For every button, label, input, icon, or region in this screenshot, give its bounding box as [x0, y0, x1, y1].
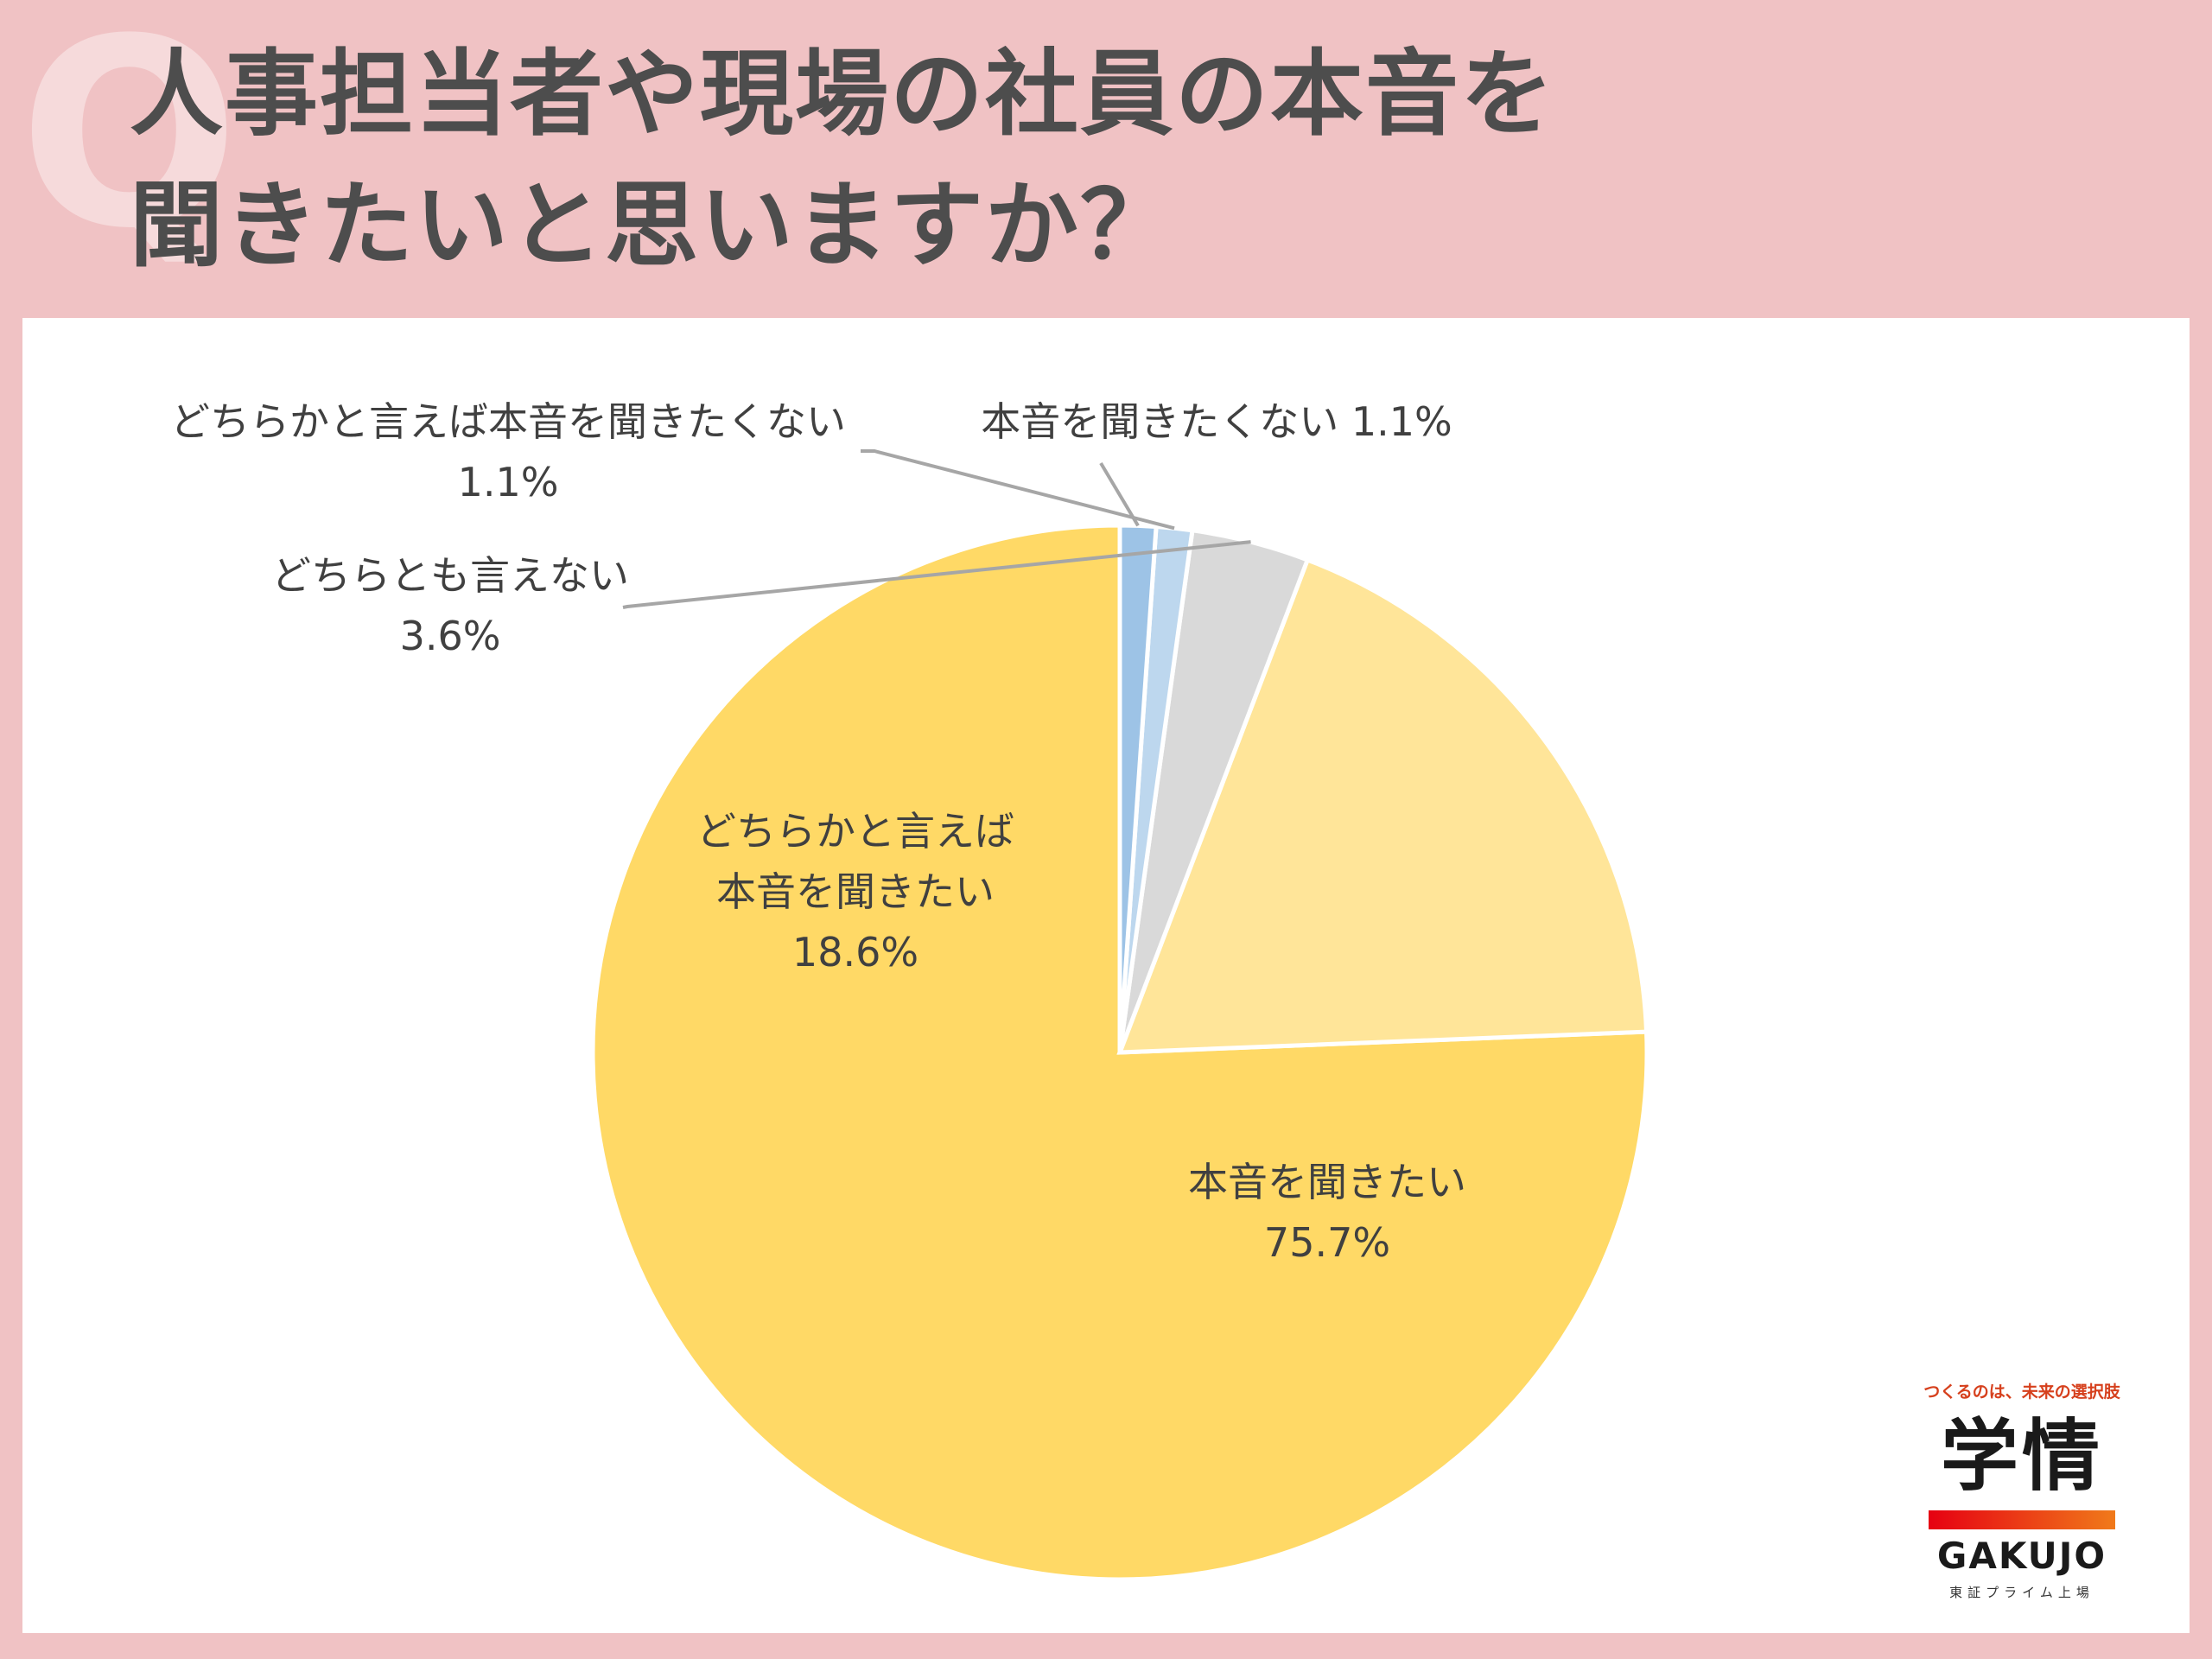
gakujo-logo: つくるのは、未来の選択肢 学情 GAKUJO 東証プライム上場	[1916, 1379, 2127, 1614]
label-s4-line1: 本音を聞きたくない 1.1%	[981, 398, 1452, 445]
label-s0-line1: 本音を聞きたい	[1188, 1159, 1466, 1205]
leader-line-2	[622, 540, 1251, 609]
label-s3-line1: どちらかと言えば本音を聞きたくない	[170, 398, 846, 445]
leader-lines	[622, 449, 1251, 609]
leader-line-3	[861, 449, 1175, 531]
decor-q-letter: Q	[19, 0, 240, 285]
pie-slice-1	[1116, 556, 1649, 1055]
label-s0-line2: 75.7%	[1264, 1219, 1390, 1266]
page-title-line2: 聞きたいと思いますか？	[130, 172, 1176, 280]
pie-slices	[590, 523, 1649, 1582]
slice-labels: 本音を聞きたい 75.7% どちらかと言えば 本音を聞きたい 18.6% どちら…	[170, 398, 1466, 1266]
logo-gradient-bar	[1929, 1510, 2115, 1529]
logo-kanji: 学情	[1941, 1411, 2103, 1502]
label-s1-line1: どちらかと言えば	[696, 808, 1014, 855]
pie-slice-0	[590, 523, 1649, 1582]
label-s2-line1: どちらとも言えない	[271, 552, 629, 599]
pie-chart: 本音を聞きたい 75.7% どちらかと言えば 本音を聞きたい 18.6% どちら…	[170, 398, 1649, 1582]
label-s2-line2: 3.6%	[400, 613, 501, 659]
label-s3-line2: 1.1%	[458, 459, 559, 505]
page-title-line1: 人事担当者や現場の社員の本音を	[130, 41, 1556, 149]
page-title: 人事担当者や現場の社員の本音を 聞きたいと思いますか？	[130, 29, 1555, 292]
label-s1-line3: 18.6%	[792, 929, 918, 976]
label-s1-line2: 本音を聞きたい	[716, 868, 995, 915]
logo-latin: GAKUJO	[1936, 1535, 2107, 1577]
chart-panel: 本音を聞きたい 75.7% どちらかと言えば 本音を聞きたい 18.6% どちら…	[22, 318, 2190, 1633]
logo-listing: 東証プライム上場	[1949, 1585, 2094, 1600]
leader-line-4	[1099, 461, 1140, 527]
logo-tagline: つくるのは、未来の選択肢	[1923, 1382, 2120, 1402]
